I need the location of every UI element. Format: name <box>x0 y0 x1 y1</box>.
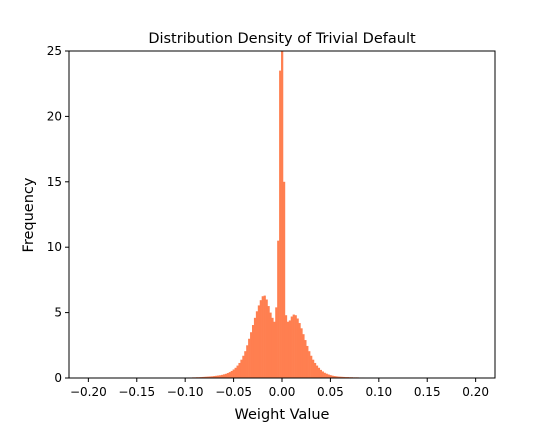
x-tick-label: 0.15 <box>414 385 441 399</box>
y-tick-label: 0 <box>54 371 62 385</box>
histogram-bar <box>255 311 259 378</box>
histogram-bar <box>319 369 322 378</box>
histogram-bar <box>343 376 346 378</box>
histogram-bar <box>230 370 233 378</box>
histogram-bar <box>250 332 253 378</box>
histogram-bar <box>325 373 328 378</box>
x-axis-title: Weight Value <box>235 407 330 423</box>
y-axis-ticks: 0 5 10 15 20 25 <box>47 44 69 385</box>
histogram-bar <box>310 355 313 378</box>
y-tick-label: 10 <box>47 240 62 254</box>
histogram-bar <box>219 375 222 378</box>
histogram-bar <box>273 321 276 378</box>
y-axis-title: Frequency <box>21 177 37 252</box>
y-tick-label: 5 <box>54 306 62 320</box>
histogram-bar <box>329 375 332 378</box>
histogram-bar <box>284 315 288 378</box>
histogram-bar <box>244 351 247 378</box>
x-tick-label: −0.05 <box>215 385 252 399</box>
histogram-bar <box>339 376 342 378</box>
histogram-bar <box>306 345 309 378</box>
histogram-bar <box>317 367 321 378</box>
y-tick-label: 25 <box>47 44 62 58</box>
histogram-bar <box>265 299 268 378</box>
x-tick-label: 0.10 <box>365 385 392 399</box>
histogram-bar <box>221 374 224 378</box>
histogram-bar <box>282 181 286 378</box>
histogram-bar <box>292 314 295 378</box>
histogram-bar <box>215 375 218 378</box>
histogram-bar <box>279 70 282 379</box>
x-axis-ticks: −0.20 −0.15 −0.10 −0.05 0.00 0.05 0.10 0.15 0.20 <box>70 378 489 399</box>
histogram-bar <box>335 376 338 378</box>
y-tick-label: 20 <box>47 109 62 123</box>
histogram-bar <box>288 320 292 378</box>
histogram-bar <box>253 317 257 378</box>
histogram-bar <box>248 338 251 378</box>
histogram-bar <box>304 340 307 378</box>
chart-title: Distribution Density of Trivial Default <box>148 31 416 47</box>
histogram-bar <box>238 362 241 378</box>
histogram-bar <box>207 376 210 378</box>
histogram-bar <box>261 296 264 378</box>
x-tick-label: 0.20 <box>462 385 489 399</box>
histogram-bar <box>224 373 228 378</box>
bars-group <box>184 51 384 379</box>
histogram-bar <box>321 371 324 378</box>
histogram-bar <box>323 372 326 378</box>
histogram-bar <box>269 312 272 378</box>
histogram-bar <box>236 365 239 378</box>
histogram-bar <box>296 318 299 378</box>
histogram-bar <box>242 355 245 378</box>
histogram-bar <box>337 376 340 378</box>
histogram-bar <box>205 376 208 378</box>
x-tick-label: 0.00 <box>269 385 296 399</box>
histogram-bar <box>313 362 317 378</box>
x-tick-label: −0.20 <box>70 385 107 399</box>
histogram-bar <box>213 376 216 378</box>
histogram-bar <box>267 306 270 378</box>
histogram-bar <box>286 321 290 378</box>
histogram-bar <box>257 305 261 378</box>
histogram-bar <box>201 376 204 378</box>
histogram-bar <box>327 374 330 378</box>
histogram-bar <box>308 351 311 378</box>
x-tick-label: 0.05 <box>317 385 344 399</box>
histogram-bar <box>275 307 278 378</box>
histogram-bar <box>232 369 235 378</box>
histogram-bar <box>209 376 212 378</box>
histogram-bar <box>300 328 303 378</box>
histogram-bar <box>251 325 255 378</box>
histogram-bar <box>312 359 315 378</box>
histogram-bar <box>277 240 280 378</box>
histogram-bar <box>226 373 230 378</box>
histogram-bar <box>203 376 206 378</box>
histogram-bar <box>341 376 344 378</box>
histogram-bar <box>331 375 334 378</box>
histogram-bar <box>302 334 305 378</box>
histogram-bar <box>222 374 226 378</box>
histogram-bar <box>240 359 243 378</box>
histogram-bar <box>211 376 214 378</box>
histogram-bar <box>234 367 237 378</box>
histogram-bar <box>263 295 266 378</box>
histogram-bar <box>271 317 274 378</box>
histogram-bar <box>333 376 336 378</box>
histogram-bar <box>315 365 319 378</box>
histogram-bar <box>290 316 293 378</box>
histogram-bar <box>246 345 249 378</box>
y-tick-label: 15 <box>47 175 62 189</box>
histogram-bar <box>281 51 284 378</box>
histogram-bar <box>259 300 262 378</box>
histogram-bar <box>294 315 297 378</box>
x-tick-label: −0.15 <box>118 385 155 399</box>
histogram-bar <box>228 372 231 378</box>
x-tick-label: −0.10 <box>167 385 204 399</box>
histogram-bar <box>298 323 301 378</box>
histogram-bar <box>217 375 220 378</box>
